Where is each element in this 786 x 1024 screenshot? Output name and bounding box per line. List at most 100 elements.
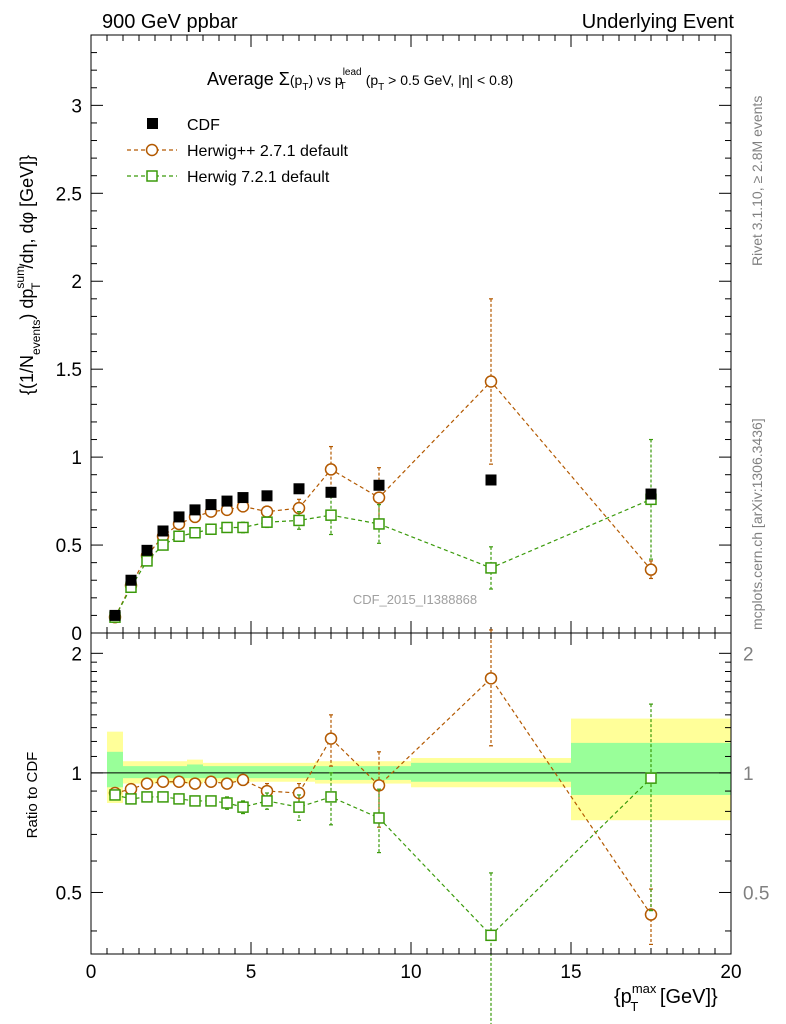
ratio-herwig7-point bbox=[189, 795, 201, 807]
main-plot-layer bbox=[108, 298, 658, 624]
ratio-herwigpp-point bbox=[156, 775, 170, 788]
main-cdf-point bbox=[173, 511, 185, 523]
ratio-herwig7-point bbox=[157, 791, 169, 803]
main-herwig7-point bbox=[141, 555, 153, 567]
main-cdf-point bbox=[293, 483, 305, 495]
ratio-herwig7-point bbox=[325, 791, 337, 803]
title-p: p bbox=[295, 72, 303, 88]
ratio-herwigpp-point bbox=[204, 775, 218, 788]
ratio-herwig7-point bbox=[125, 793, 137, 805]
watermark: CDF_2015_I1388868 bbox=[353, 592, 477, 607]
main-ylabel: {(1/Nevents) dpsum T/dη, dφ [GeV]} bbox=[13, 155, 43, 395]
main-cdf-point bbox=[221, 495, 233, 507]
title-open: ( bbox=[290, 72, 295, 88]
ylabel-events: events bbox=[29, 320, 43, 355]
ratio-herwig7-point bbox=[293, 801, 305, 813]
main-title: Average Σ(pT) vs plead T (pT > 0.5 GeV, |η… bbox=[207, 67, 513, 93]
ratio-band-green bbox=[107, 751, 123, 788]
ratio-herwigpp-point bbox=[220, 777, 234, 790]
ratio-herwigpp-point bbox=[124, 782, 138, 796]
main-herwig7-point bbox=[189, 526, 201, 539]
ratio-herwig7-point bbox=[109, 789, 121, 801]
main-ytick-label: 3 bbox=[71, 96, 82, 117]
main-cdf-point bbox=[373, 479, 385, 491]
ratio-herwigpp-point bbox=[484, 672, 498, 685]
main-herwigpp-point bbox=[644, 563, 658, 576]
title-T3: T bbox=[378, 82, 384, 93]
title-T2: T bbox=[340, 81, 346, 92]
ratio-herwig7-point bbox=[205, 795, 217, 807]
ratio-herwig7-point bbox=[485, 929, 497, 942]
legend: CDF Herwig++ 2.7.1 default Herwig 7.2.1 … bbox=[127, 117, 349, 186]
ratio-band-green bbox=[411, 762, 571, 782]
ratio-herwig7-point bbox=[173, 793, 185, 805]
ratio-herwigpp-point bbox=[188, 777, 202, 790]
main-cdf-point bbox=[189, 504, 201, 516]
title-p2: p bbox=[335, 72, 343, 88]
main-cdf-point bbox=[645, 488, 657, 500]
ratio-herwig7-point bbox=[261, 795, 273, 807]
ratio-xtick-label: 5 bbox=[246, 962, 257, 983]
legend-herwigpp-label: Herwig++ 2.7.1 default bbox=[187, 143, 349, 160]
main-cdf-point bbox=[261, 490, 273, 502]
main-herwigpp-point bbox=[260, 505, 274, 518]
main-herwig7-point bbox=[173, 530, 185, 543]
ratio-band-green bbox=[203, 766, 315, 779]
ratio-xlabel: {pmax T [GeV]} bbox=[614, 981, 718, 1014]
main-herwigpp-point bbox=[372, 491, 386, 504]
legend-entry-herwigpp: Herwig++ 2.7.1 default bbox=[127, 143, 349, 160]
main-ytick-label: 2.5 bbox=[56, 184, 82, 205]
main-cdf-point bbox=[141, 544, 153, 556]
main-ytick-label: 2 bbox=[71, 272, 82, 293]
ratio-ytick-label-left: 2 bbox=[71, 644, 82, 665]
ratio-herwigpp-point bbox=[324, 732, 338, 745]
header-right: Underlying Event bbox=[582, 11, 735, 33]
title-sigma: Σ bbox=[279, 69, 290, 89]
main-herwig7-point bbox=[261, 516, 273, 528]
ratio-ytick-label-right: 1 bbox=[743, 764, 754, 785]
main-cdf-point bbox=[157, 525, 169, 537]
ratio-herwigpp-point bbox=[236, 773, 250, 787]
ratio-herwig7-point bbox=[141, 791, 153, 803]
ratio-ytick-label-right: 2 bbox=[743, 644, 754, 665]
legend-cdf-label: CDF bbox=[187, 117, 220, 134]
main-cdf-point bbox=[325, 486, 337, 498]
ratio-herwigpp-point bbox=[140, 777, 154, 790]
main-cdf-point bbox=[237, 492, 249, 504]
ratio-herwig7-point bbox=[373, 812, 385, 824]
main-herwigpp-point bbox=[484, 375, 498, 388]
ratio-herwigpp-point bbox=[172, 775, 186, 788]
ratio-ytick-label-left: 1 bbox=[71, 764, 82, 785]
title-close: ) bbox=[308, 72, 313, 88]
xlabel-open: {p bbox=[614, 986, 632, 1008]
rivet-label: Rivet 3.1.10, ≥ 2.8M events bbox=[749, 96, 765, 266]
ratio-ytick-label-left: 0.5 bbox=[56, 883, 82, 904]
legend-entry-cdf: CDF bbox=[147, 117, 220, 134]
title-vs: vs bbox=[313, 72, 335, 88]
main-herwig7-point bbox=[205, 523, 217, 535]
ratio-herwig7-point bbox=[237, 801, 249, 813]
main-ytick-label: 0.5 bbox=[56, 536, 82, 557]
ratio-xtick-label: 20 bbox=[720, 962, 741, 983]
xlabel-T: T bbox=[630, 999, 638, 1014]
ratio-panel: 0.5 0.51 12 20 5 10 15 20 Ratio to CDF {pmax T [… bbox=[24, 629, 769, 1024]
main-herwig7-point bbox=[485, 562, 497, 574]
header-left: 900 GeV ppbar bbox=[102, 11, 238, 33]
legend-cdf-marker bbox=[147, 118, 158, 129]
ratio-herwig7-point bbox=[645, 772, 657, 784]
title-cut-rest: > 0.5 GeV, |η| < 0.8) bbox=[384, 72, 513, 88]
ratio-xtick-label: 15 bbox=[560, 962, 581, 983]
main-herwig7-point bbox=[325, 509, 337, 521]
title-T: T bbox=[302, 82, 308, 93]
ratio-herwig7-point bbox=[221, 797, 233, 809]
ylabel-open: {(1/N bbox=[17, 355, 37, 395]
ratio-xtick-label: 10 bbox=[400, 962, 421, 983]
main-herwigpp-point bbox=[324, 463, 338, 476]
main-axis-ticks: 0 0.5 1 1.5 2 2.5 3 bbox=[56, 35, 732, 645]
title-prefix: Average bbox=[207, 69, 279, 89]
main-ytick-label: 1.5 bbox=[56, 360, 82, 381]
main-herwig7-point bbox=[373, 518, 385, 530]
main-ytick-label: 0 bbox=[71, 624, 82, 645]
legend-herwig7-label: Herwig 7.2.1 default bbox=[187, 169, 330, 186]
